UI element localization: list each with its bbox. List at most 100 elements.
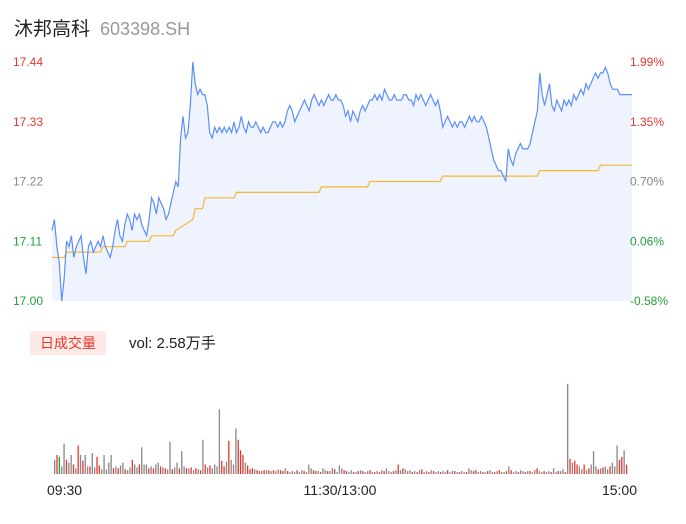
volume-bar bbox=[470, 470, 472, 474]
volume-bar bbox=[421, 469, 423, 475]
volume-bar bbox=[282, 471, 284, 474]
volume-bar bbox=[54, 459, 56, 475]
price-axis-left: 17.44 17.33 17.22 17.11 17.00 bbox=[13, 55, 43, 308]
volume-bar bbox=[395, 470, 397, 474]
volume-bar bbox=[294, 472, 296, 474]
volume-bar bbox=[319, 472, 322, 474]
volume-bar bbox=[275, 471, 277, 474]
volume-bar bbox=[564, 472, 566, 474]
volume-bar bbox=[444, 472, 446, 474]
volume-bar bbox=[585, 470, 588, 474]
volume-bar bbox=[357, 471, 359, 474]
volume-bar bbox=[225, 461, 228, 474]
volume-bar bbox=[567, 383, 569, 475]
volume-bar bbox=[312, 470, 315, 474]
volume-bar bbox=[91, 453, 93, 474]
volume-bar bbox=[425, 471, 428, 474]
volume-bar bbox=[352, 472, 355, 474]
volume-bar bbox=[192, 470, 195, 474]
volume-bar bbox=[348, 472, 350, 474]
volume-bar bbox=[169, 441, 171, 474]
volume-bar bbox=[204, 464, 206, 474]
volume-bar bbox=[439, 472, 442, 474]
volume-bar bbox=[562, 469, 564, 475]
volume-bar bbox=[148, 468, 150, 474]
volume-bar bbox=[256, 470, 258, 474]
volume-bar bbox=[385, 468, 388, 474]
volume-bar bbox=[190, 467, 192, 475]
volume-bar bbox=[249, 469, 251, 475]
volume-bar bbox=[376, 471, 378, 474]
volume-bar bbox=[491, 472, 494, 474]
volume-bar bbox=[298, 472, 301, 474]
volume-bar bbox=[303, 471, 305, 474]
volume-bar bbox=[583, 464, 585, 474]
volume-bar bbox=[581, 469, 583, 475]
volume-bar bbox=[578, 466, 581, 474]
volume-bar bbox=[418, 470, 421, 474]
volume-bar bbox=[136, 467, 138, 475]
volume-bar bbox=[129, 467, 131, 475]
price-tick-label: 17.22 bbox=[13, 175, 43, 189]
volume-bar bbox=[574, 460, 576, 474]
volume-bar bbox=[571, 462, 574, 474]
volume-bar bbox=[341, 468, 343, 474]
volume-bar bbox=[428, 472, 430, 474]
volume-bar bbox=[270, 471, 272, 474]
volume-bar bbox=[126, 470, 129, 474]
volume-bar bbox=[305, 472, 308, 474]
volume-bar bbox=[458, 472, 461, 474]
volume-bar bbox=[98, 465, 101, 474]
volume-bar bbox=[454, 471, 456, 474]
volume-bar bbox=[228, 440, 230, 475]
volume-bar bbox=[291, 471, 293, 474]
volume-bar bbox=[597, 469, 599, 475]
volume-bar bbox=[369, 470, 371, 474]
volume-bar bbox=[301, 470, 303, 474]
volume-bar bbox=[602, 467, 604, 475]
volume-bar bbox=[174, 467, 176, 475]
volume-bar bbox=[576, 464, 578, 474]
volume-bar bbox=[402, 468, 404, 474]
volume-bar bbox=[101, 469, 103, 475]
volume-bar bbox=[145, 464, 148, 474]
volume-bar bbox=[317, 471, 319, 474]
volume-readout: vol: 2.58万手 bbox=[129, 335, 216, 352]
volume-bar bbox=[195, 468, 197, 474]
volume-bar bbox=[430, 470, 432, 474]
volume-bar bbox=[277, 469, 279, 475]
volume-bar bbox=[79, 455, 82, 474]
volume-bar bbox=[89, 466, 91, 474]
volume-bar bbox=[279, 470, 282, 474]
volume-bar bbox=[164, 468, 166, 474]
volume-bar bbox=[310, 468, 312, 474]
average-price-line bbox=[52, 164, 632, 259]
volume-bar bbox=[498, 470, 501, 474]
volume-bar bbox=[435, 472, 437, 474]
volume-bar bbox=[625, 464, 628, 474]
volume-bar bbox=[265, 470, 268, 474]
volume-bar bbox=[496, 471, 498, 474]
volume-bar bbox=[545, 472, 548, 474]
volume-bar bbox=[388, 471, 390, 474]
volume-bar bbox=[482, 472, 484, 474]
volume-bar bbox=[345, 471, 348, 474]
daily-volume-tab[interactable]: 日成交量 bbox=[30, 331, 106, 355]
price-tick-label: 17.11 bbox=[13, 234, 42, 248]
volume-bar bbox=[451, 471, 454, 474]
volume-bar bbox=[484, 472, 486, 474]
volume-bar bbox=[517, 472, 519, 474]
volume-bar bbox=[70, 455, 72, 474]
volume-bar bbox=[152, 468, 155, 474]
percent-tick-label: 1.35% bbox=[630, 115, 664, 129]
volume-bar bbox=[449, 472, 451, 474]
volume-bar bbox=[529, 471, 531, 474]
volume-bar bbox=[595, 466, 597, 474]
volume-bar bbox=[456, 472, 458, 474]
volume-bar bbox=[487, 471, 489, 474]
volume-bar bbox=[508, 466, 510, 474]
percent-tick-label: 0.06% bbox=[630, 234, 664, 248]
volume-bar bbox=[489, 470, 491, 474]
volume-bar bbox=[112, 468, 115, 474]
